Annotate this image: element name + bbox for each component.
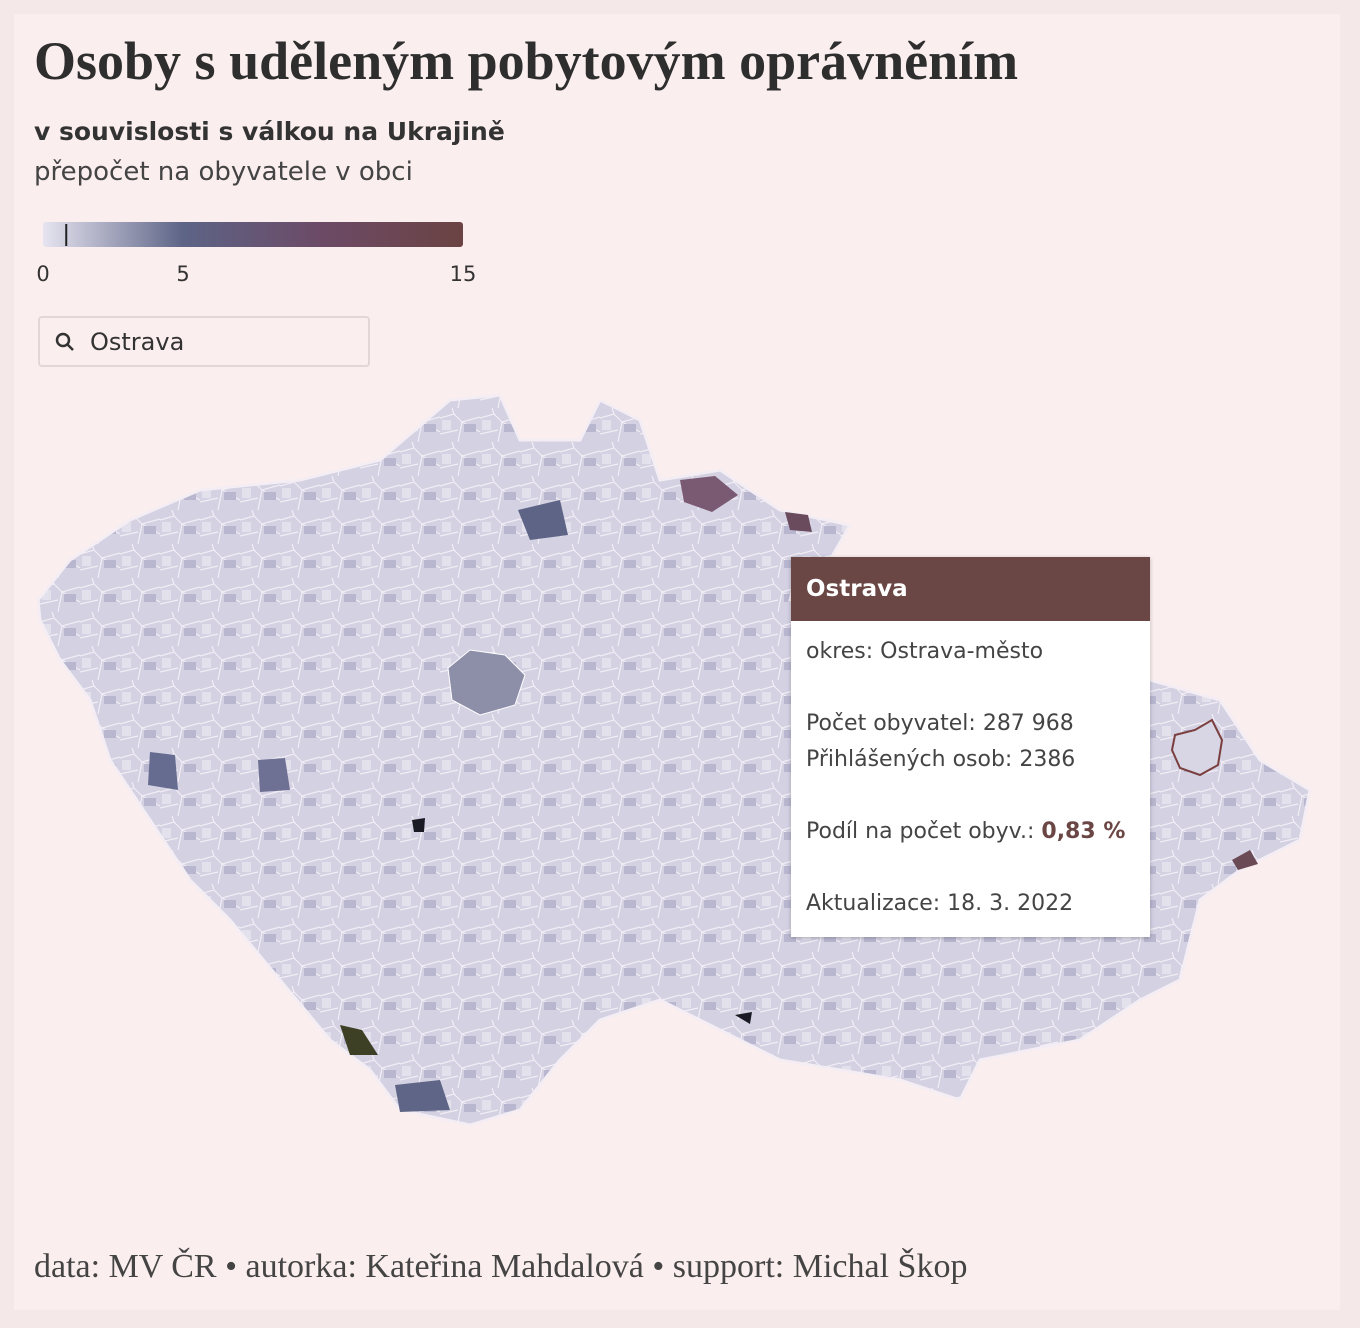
legend-bar: [43, 222, 463, 247]
district: [395, 1080, 450, 1112]
tooltip-share: Podíl na počet obyv.: 0,83 %: [806, 819, 1125, 844]
tooltip-population: Počet obyvatel: 287 968: [806, 711, 1074, 736]
legend-tick-label: 15: [450, 262, 477, 286]
prague: [447, 649, 526, 716]
district: [258, 758, 290, 792]
district: [680, 476, 738, 512]
subtitle: v souvislosti s válkou na Ukrajině: [34, 117, 505, 146]
district: [518, 500, 568, 540]
description: přepočet na obyvatele v obci: [34, 157, 413, 187]
footer: data: MV ČR • autorka: Kateřina Mahdalov…: [34, 1248, 968, 1285]
district: [340, 1025, 378, 1055]
map: [36, 393, 1312, 1127]
search-text[interactable]: Ostrava: [90, 328, 185, 356]
ostrava-outline[interactable]: [1170, 718, 1224, 777]
district: [148, 752, 178, 790]
district: [1232, 850, 1258, 870]
district: [412, 818, 425, 832]
tooltip-share-value: 0,83 %: [1041, 819, 1126, 844]
tooltip-district: okres: Ostrava-město: [806, 639, 1044, 664]
legend-tick-label: 0: [36, 262, 49, 286]
country-outline: [36, 393, 1312, 1127]
district: [785, 512, 812, 532]
tooltip-share-label: Podíl na počet obyv.:: [806, 819, 1035, 844]
legend-tick-label: 5: [176, 262, 189, 286]
tooltip-registered: Přihlášených osob: 2386: [806, 747, 1076, 772]
district: [735, 1012, 752, 1024]
tooltip-title: Ostrava: [791, 557, 1150, 621]
tooltip-updated: Aktualizace: 18. 3. 2022: [806, 891, 1074, 916]
tooltip: Ostrava okres: Ostrava-město Počet obyva…: [791, 557, 1150, 937]
search-box[interactable]: Ostrava: [38, 316, 370, 367]
search-icon: [55, 332, 74, 351]
title: Osoby s uděleným pobytovým oprávněním: [34, 31, 1019, 91]
